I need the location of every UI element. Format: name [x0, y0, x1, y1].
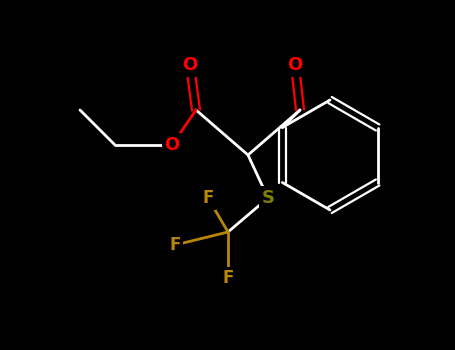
- Text: F: F: [169, 236, 181, 254]
- Text: O: O: [182, 56, 197, 74]
- Text: F: F: [222, 269, 234, 287]
- Text: S: S: [262, 189, 274, 207]
- Text: O: O: [164, 136, 180, 154]
- Text: F: F: [202, 189, 214, 207]
- Text: O: O: [288, 56, 303, 74]
